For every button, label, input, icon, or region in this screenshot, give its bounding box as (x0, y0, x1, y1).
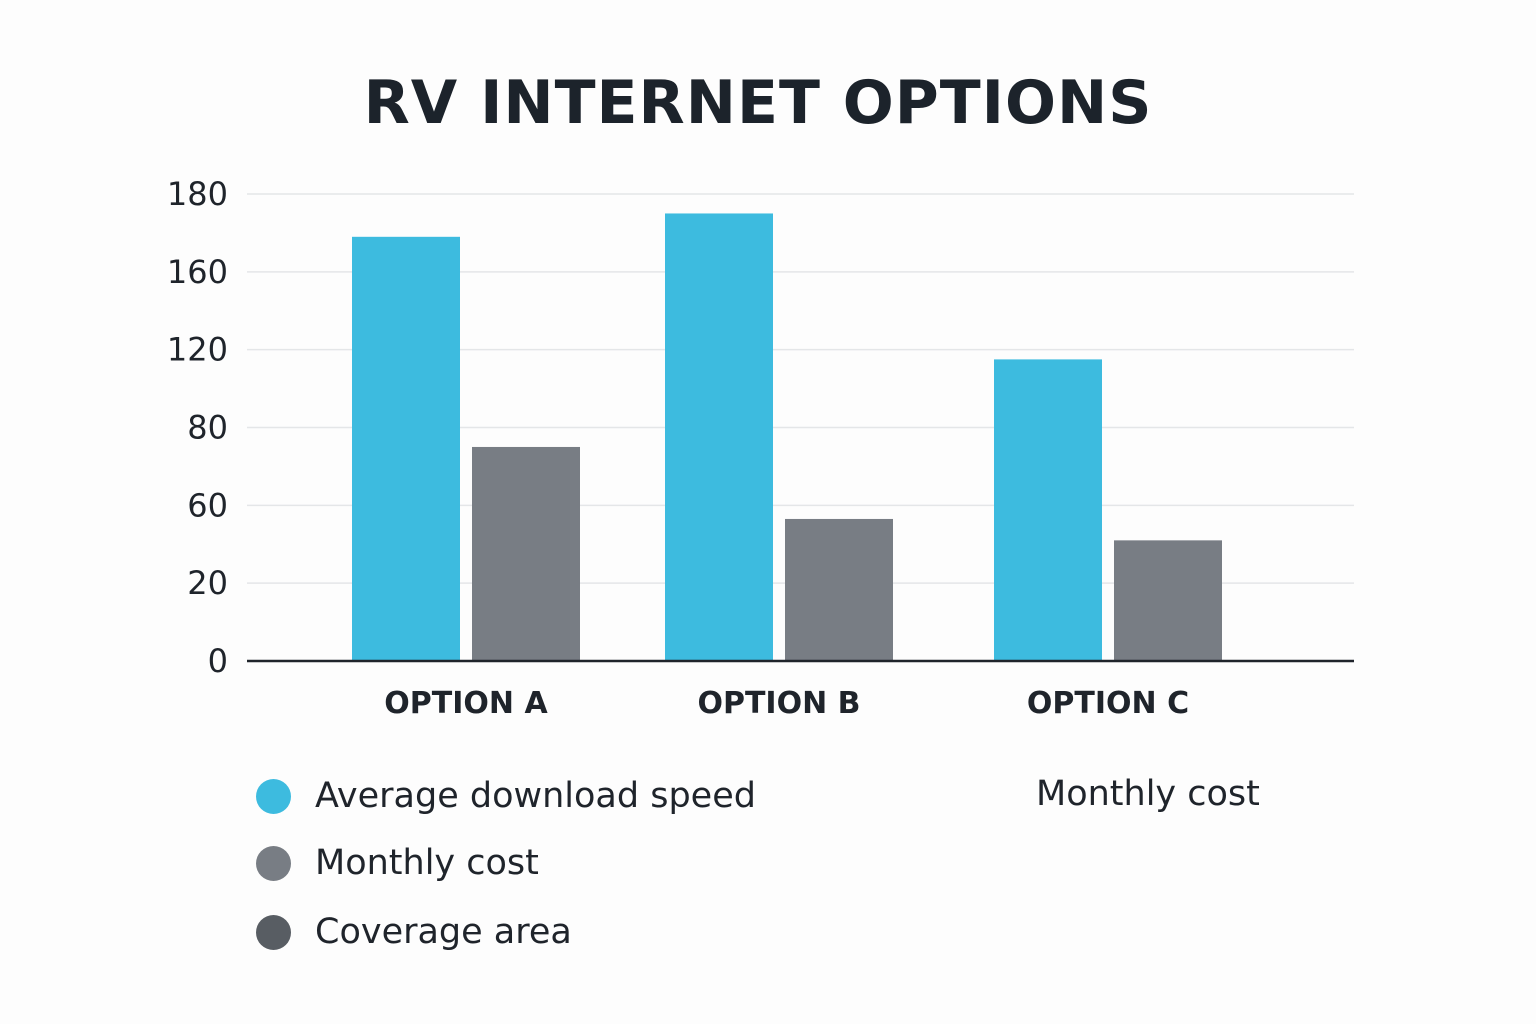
y-tick-label: 20 (187, 564, 228, 602)
legend-item-monthly-cost: Monthly cost (256, 843, 539, 883)
y-tick-label: 120 (167, 331, 228, 369)
x-category-label: OPTION B (697, 686, 860, 721)
bar-download-speed-1 (352, 236, 460, 661)
legend-swatch-coverage-area (256, 914, 291, 950)
bars (352, 213, 1222, 662)
y-tick-label: 80 (187, 409, 228, 447)
x-axis-categories: OPTION A OPTION B OPTION C (384, 686, 1189, 721)
legend-label-monthly-cost: Monthly cost (315, 843, 539, 883)
x-category-label: OPTION A (384, 686, 548, 721)
bar-download-speed-3 (994, 359, 1102, 661)
x-category-label: OPTION C (1027, 686, 1189, 721)
extra-legend-label: Monthly cost (1036, 774, 1260, 814)
bar-download-speed-2 (665, 213, 773, 662)
y-tick-label: 0 (208, 642, 228, 680)
legend-label-download-speed: Average download speed (315, 776, 756, 816)
bar-monthly-cost-1 (472, 446, 580, 661)
y-tick-label: 180 (167, 175, 228, 213)
legend-item-download-speed: Average download speed (256, 776, 756, 816)
y-tick-label: 160 (167, 253, 228, 291)
legend-swatch-monthly-cost (256, 845, 291, 881)
bar-monthly-cost-2 (785, 518, 893, 661)
y-tick-label: 60 (187, 486, 228, 524)
y-axis-ticks: 0 20 60 80 120 160 180 (167, 175, 228, 680)
chart-title: RV INTERNET OPTIONS (363, 68, 1153, 138)
bar-monthly-cost-3 (1114, 540, 1222, 661)
legend-label-coverage-area: Coverage area (315, 912, 572, 952)
legend-item-coverage-area: Coverage area (256, 912, 572, 952)
legend-swatch-download-speed (256, 778, 291, 814)
